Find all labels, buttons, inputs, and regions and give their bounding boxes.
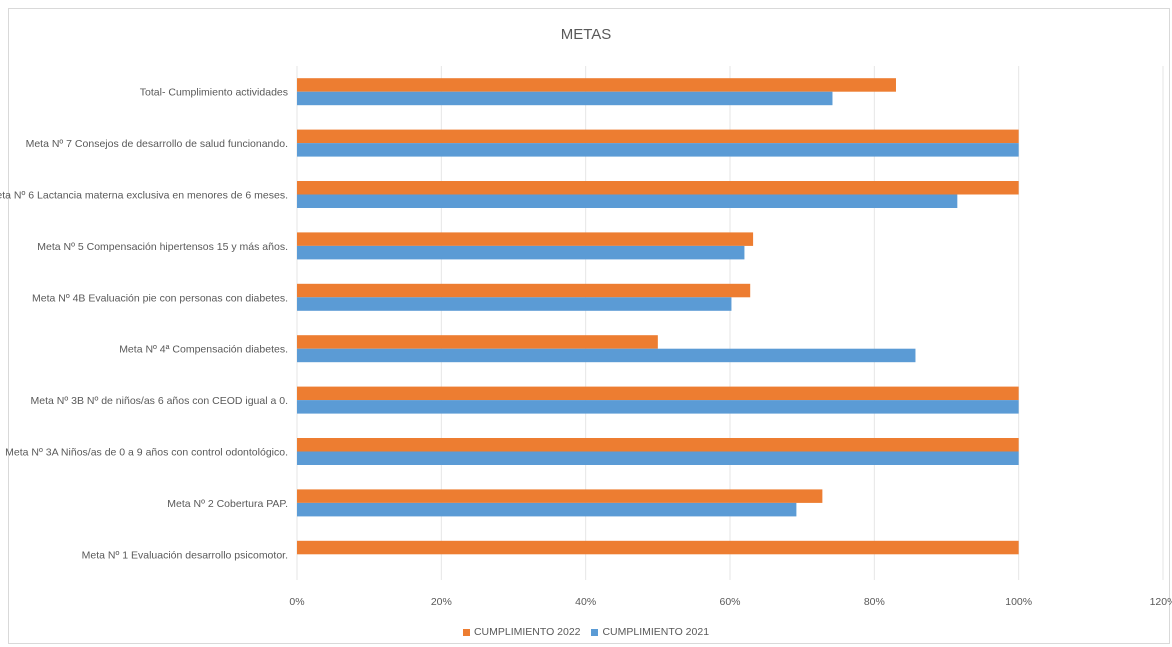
bar-2022 (297, 78, 896, 92)
chart-title: METAS (560, 26, 612, 43)
category-label: Total- Cumplimiento actividades (140, 87, 288, 99)
category-label: Meta Nº 7 Consejos de desarrollo de salu… (26, 138, 288, 150)
x-tick-label: 100% (1005, 596, 1032, 608)
bar-2022 (297, 129, 1019, 144)
bar-2022 (297, 283, 751, 298)
x-tick-label: 40% (575, 596, 596, 608)
legend-label-2021: CUMPLIMIENTO 2021 (602, 626, 710, 638)
bar-2021 (297, 194, 958, 208)
x-tick-label: 20% (431, 596, 452, 608)
category-label: Meta Nº 1 Evaluación desarrollo psicomot… (82, 549, 288, 561)
bar-2022 (297, 232, 754, 246)
legend-item-2021: CUMPLIMIENTO 2021 (591, 626, 709, 638)
category-label: Meta Nº 6 Lactancia materna exclusiva en… (0, 190, 288, 202)
chart-legend: CUMPLIMIENTO 2022 CUMPLIMIENTO 2021 (0, 626, 1172, 639)
category-label: Meta Nº 3B Nº de niños/as 6 años con CEO… (31, 395, 288, 407)
chart-frame (8, 8, 1170, 644)
category-label: Meta Nº 3A Niños/as de 0 a 9 años con co… (5, 447, 288, 459)
bar-2021 (297, 348, 916, 363)
bar-2021 (297, 245, 745, 260)
bar-2022 (297, 489, 823, 503)
bar-2022 (297, 438, 1019, 452)
bar-2022 (297, 386, 1019, 401)
category-label: Meta Nº 4B Evaluación pie con personas c… (32, 292, 288, 304)
x-tick-label: 0% (289, 596, 304, 608)
category-label: Meta Nº 4ª Compensación diabetes. (119, 344, 288, 356)
legend-label-2022: CUMPLIMIENTO 2022 (473, 626, 581, 638)
x-tick-label: 120% (1150, 596, 1172, 608)
legend-item-2022: CUMPLIMIENTO 2022 (462, 626, 581, 638)
bar-2021 (297, 502, 797, 517)
legend-swatch-2021 (591, 628, 599, 636)
legend-swatch-2022 (462, 628, 470, 636)
bar-2021 (297, 91, 833, 106)
bar-2021 (297, 297, 732, 311)
bar-2021 (297, 400, 1019, 414)
bar-2021 (297, 451, 1019, 465)
bar-2022 (297, 181, 1019, 195)
bar-2022 (297, 540, 1019, 555)
bar-2021 (297, 143, 1019, 157)
bar-2022 (297, 335, 658, 349)
category-label: Meta Nº 2 Cobertura PAP. (167, 498, 288, 510)
x-tick-label: 60% (719, 596, 740, 608)
category-label: Meta Nº 5 Compensación hipertensos 15 y … (37, 241, 288, 253)
x-tick-label: 80% (864, 596, 885, 608)
